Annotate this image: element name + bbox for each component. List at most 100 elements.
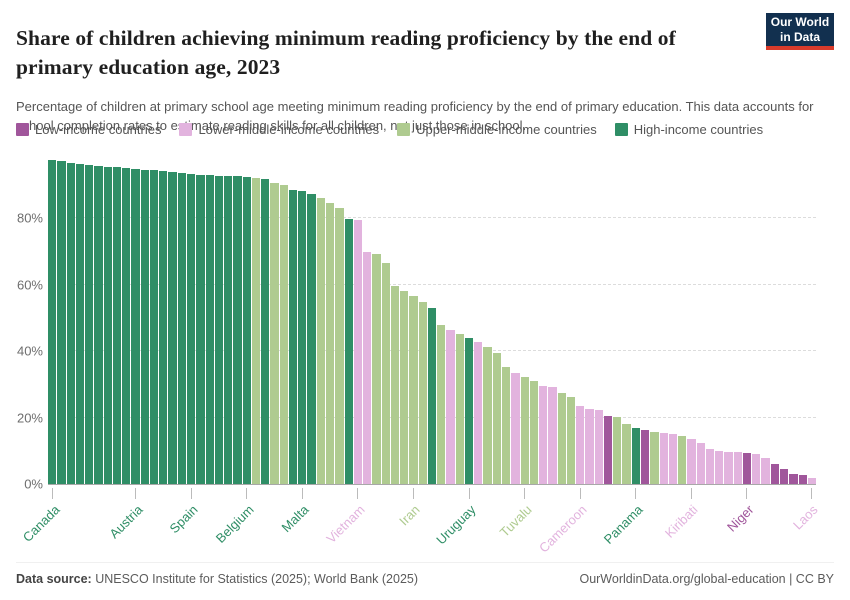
legend-item-lower_middle[interactable]: Lower-middle-income countries xyxy=(179,122,379,137)
bar-61[interactable] xyxy=(603,415,613,484)
y-tick-label-0: 0% xyxy=(24,476,43,492)
bar-3[interactable] xyxy=(66,162,75,484)
bar-58[interactable] xyxy=(576,405,585,484)
bar-10[interactable] xyxy=(131,168,140,484)
bar-78[interactable] xyxy=(761,457,770,484)
bar-54[interactable] xyxy=(539,385,548,484)
bar-39[interactable] xyxy=(400,290,409,484)
x-tick-canada xyxy=(52,488,54,499)
bar-41[interactable] xyxy=(418,301,427,484)
x-tick-tuvalu xyxy=(524,488,526,499)
bar-18[interactable] xyxy=(205,175,214,484)
bar-46[interactable] xyxy=(464,338,474,484)
bar-63[interactable] xyxy=(622,424,631,484)
bar-52[interactable] xyxy=(520,376,529,484)
bar-80[interactable] xyxy=(779,469,789,484)
bar-25[interactable] xyxy=(270,183,279,484)
bar-34[interactable] xyxy=(353,220,363,484)
legend-item-upper_middle[interactable]: Upper-middle-income countries xyxy=(397,122,597,137)
bar-15[interactable] xyxy=(177,173,186,484)
legend-item-low[interactable]: Low-income countries xyxy=(16,122,161,137)
bar-53[interactable] xyxy=(529,381,539,484)
bar-29[interactable] xyxy=(307,193,316,484)
bar-20[interactable] xyxy=(224,175,233,484)
bar-23[interactable] xyxy=(251,177,261,484)
bar-13[interactable] xyxy=(159,171,168,484)
bar-4[interactable] xyxy=(75,164,85,484)
bar-64[interactable] xyxy=(631,427,640,484)
bar-1[interactable] xyxy=(48,160,57,484)
legend-label-lower_middle: Lower-middle-income countries xyxy=(198,122,380,137)
bar-50[interactable] xyxy=(502,366,511,484)
bar-71[interactable] xyxy=(696,443,705,484)
bar-59[interactable] xyxy=(585,409,594,484)
bar-27[interactable] xyxy=(288,189,298,484)
x-tick-belgium xyxy=(246,488,248,499)
bar-6[interactable] xyxy=(94,165,103,484)
owid-logo-line2: in Data xyxy=(779,29,820,44)
bar-16[interactable] xyxy=(186,173,196,484)
bar-22[interactable] xyxy=(242,176,251,484)
bar-81[interactable] xyxy=(789,474,798,484)
y-axis: 0% 20% 40% 60% 80% xyxy=(0,152,43,492)
bar-14[interactable] xyxy=(168,172,177,484)
bar-67[interactable] xyxy=(659,432,668,484)
bar-30[interactable] xyxy=(316,198,325,484)
bar-62[interactable] xyxy=(613,416,622,484)
bar-51[interactable] xyxy=(511,373,520,484)
bar-42[interactable] xyxy=(427,308,437,484)
bar-9[interactable] xyxy=(122,167,131,484)
legend-swatch-low xyxy=(16,123,29,136)
bar-7[interactable] xyxy=(103,166,112,484)
bar-70[interactable] xyxy=(687,439,696,484)
bar-43[interactable] xyxy=(437,324,446,484)
bar-35[interactable] xyxy=(363,251,372,484)
bar-17[interactable] xyxy=(196,174,205,484)
legend: Low-income countries Lower-middle-income … xyxy=(16,122,763,137)
bar-31[interactable] xyxy=(325,203,335,484)
bar-76[interactable] xyxy=(742,453,752,484)
bar-44[interactable] xyxy=(446,329,455,484)
bar-38[interactable] xyxy=(390,286,400,484)
bar-79[interactable] xyxy=(770,464,779,484)
bar-74[interactable] xyxy=(724,451,733,484)
bar-55[interactable] xyxy=(548,386,557,484)
bar-66[interactable] xyxy=(650,431,659,484)
bar-47[interactable] xyxy=(474,341,483,484)
owid-url-link[interactable]: OurWorldinData.org/global-education | CC… xyxy=(579,572,834,586)
bar-83[interactable] xyxy=(807,477,817,484)
bar-40[interactable] xyxy=(409,296,418,484)
bar-21[interactable] xyxy=(233,176,242,484)
bar-57[interactable] xyxy=(566,397,576,484)
bar-65[interactable] xyxy=(641,429,650,484)
bar-45[interactable] xyxy=(455,334,464,484)
bar-33[interactable] xyxy=(344,219,353,484)
bar-8[interactable] xyxy=(112,167,122,484)
bar-26[interactable] xyxy=(279,185,288,484)
legend-label-high: High-income countries xyxy=(633,122,764,137)
bar-73[interactable] xyxy=(715,450,724,484)
bar-69[interactable] xyxy=(678,435,687,484)
x-tick-cameroon xyxy=(579,488,581,499)
bar-72[interactable] xyxy=(705,449,715,484)
bar-49[interactable] xyxy=(492,352,502,484)
bar-2[interactable] xyxy=(57,161,66,484)
bar-11[interactable] xyxy=(140,169,149,484)
bar-24[interactable] xyxy=(261,178,270,484)
bar-37[interactable] xyxy=(381,263,390,484)
bar-48[interactable] xyxy=(483,346,492,484)
bar-75[interactable] xyxy=(733,452,742,484)
bar-56[interactable] xyxy=(557,393,566,484)
bar-12[interactable] xyxy=(149,170,159,484)
bar-77[interactable] xyxy=(752,454,761,484)
bar-36[interactable] xyxy=(372,253,381,484)
bar-32[interactable] xyxy=(335,207,344,484)
bar-5[interactable] xyxy=(85,165,94,484)
bar-28[interactable] xyxy=(298,191,307,484)
y-tick-label-80: 80% xyxy=(16,210,43,226)
bar-82[interactable] xyxy=(798,475,807,484)
bar-68[interactable] xyxy=(668,433,678,484)
bar-19[interactable] xyxy=(214,175,224,484)
legend-item-high[interactable]: High-income countries xyxy=(614,122,764,137)
bar-60[interactable] xyxy=(594,409,603,484)
